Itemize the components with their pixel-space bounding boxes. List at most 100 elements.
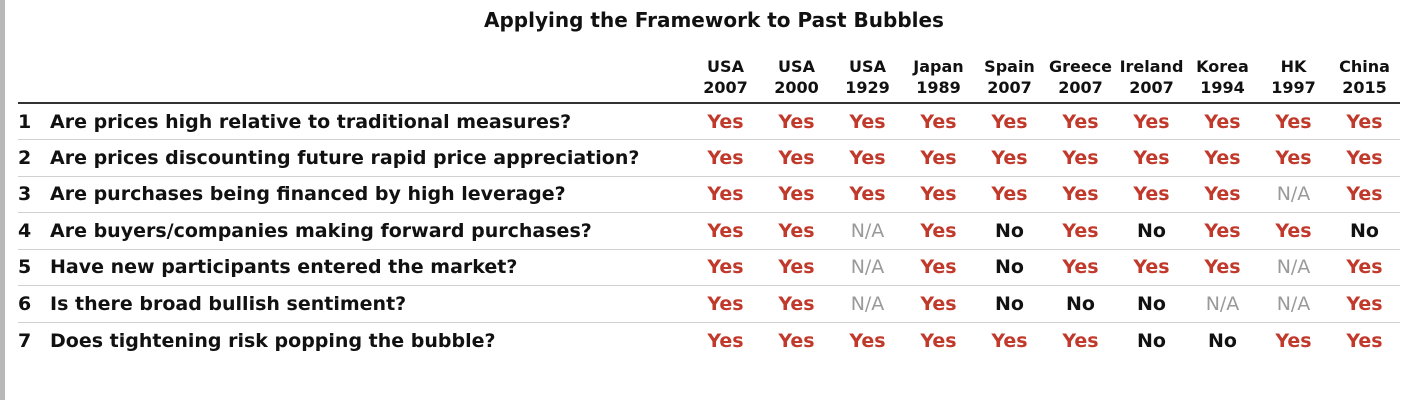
column-year: 1929 (845, 78, 890, 97)
answer-cell: Yes (991, 110, 1028, 133)
answer-cell: Yes (1062, 110, 1099, 133)
answer-cell: Yes (1062, 183, 1099, 206)
answer-cell: Yes (778, 110, 815, 133)
answer-cell: Yes (707, 219, 744, 242)
column-year: 2007 (987, 78, 1032, 97)
question-number: 6 (18, 292, 32, 315)
column-country: USA (707, 57, 744, 76)
question-text: Is there broad bullish sentiment? (50, 292, 407, 315)
column-year: 2007 (703, 78, 748, 97)
column-year: 2007 (1129, 78, 1174, 97)
column-country: Greece (1048, 57, 1113, 76)
question-text: Have new participants entered the market… (50, 256, 518, 279)
answer-cell: No (1137, 329, 1166, 352)
column-country: USA (849, 57, 886, 76)
answer-cell: Yes (1062, 329, 1099, 352)
column-year: 2007 (1058, 78, 1103, 97)
column-country: Japan (913, 57, 964, 76)
question-cell: 7 Does tightening risk popping the bubble… (18, 322, 690, 359)
answer-cell: Yes (920, 146, 957, 169)
question-number: 3 (18, 183, 32, 206)
table-row: 3 Are purchases being financed by high le… (18, 176, 1400, 213)
window-left-edge (0, 0, 5, 400)
question-cell: 6 Is there broad bullish sentiment? (18, 286, 690, 323)
answer-cell: Yes (991, 183, 1028, 206)
answer-cell: N/A (1276, 292, 1311, 315)
answer-cell: Yes (1062, 146, 1099, 169)
question-text: Does tightening risk popping the bubble? (50, 329, 496, 352)
column-header: HK 1997 (1258, 54, 1329, 103)
answer-cell: Yes (778, 292, 815, 315)
table-row: 5 Have new participants entered the marke… (18, 249, 1400, 286)
answer-cell: Yes (778, 329, 815, 352)
answer-cell: Yes (1346, 329, 1383, 352)
answer-cell: Yes (1346, 292, 1383, 315)
question-number: 7 (18, 329, 32, 352)
column-country: Korea (1196, 57, 1249, 76)
answer-cell: No (1066, 292, 1095, 315)
answer-cell: Yes (920, 256, 957, 279)
answer-cell: N/A (850, 256, 885, 279)
answer-cell: Yes (849, 146, 886, 169)
answer-cell: Yes (849, 183, 886, 206)
answer-cell: Yes (707, 329, 744, 352)
question-number: 2 (18, 146, 32, 169)
answer-cell: Yes (707, 183, 744, 206)
column-year: 2000 (774, 78, 819, 97)
answer-cell: Yes (1275, 146, 1312, 169)
column-header: Japan 1989 (903, 54, 974, 103)
answer-cell: No (995, 256, 1024, 279)
answer-cell: Yes (1204, 146, 1241, 169)
column-country: Ireland (1119, 57, 1184, 76)
page-title: Applying the Framework to Past Bubbles (484, 8, 944, 32)
column-header: Ireland 2007 (1116, 54, 1187, 103)
question-number: 4 (18, 219, 32, 242)
answer-cell: Yes (920, 329, 957, 352)
column-year: 1989 (916, 78, 961, 97)
table-row: 2 Are prices discounting future rapid pri… (18, 140, 1400, 176)
answer-cell: N/A (1205, 292, 1240, 315)
answer-cell: Yes (1133, 110, 1170, 133)
answer-cell: N/A (1276, 183, 1311, 206)
bubble-framework-table: USA 2007 USA 2000 USA 1929 Japan 1989 Spain 2007 G… (18, 54, 1400, 359)
answer-cell: Yes (1133, 183, 1170, 206)
question-text: Are purchases being financed by high lev… (50, 183, 566, 206)
answer-cell: Yes (778, 146, 815, 169)
column-header: Spain 2007 (974, 54, 1045, 103)
answer-cell: Yes (1133, 146, 1170, 169)
answer-cell: N/A (850, 219, 885, 242)
answer-cell: Yes (707, 256, 744, 279)
answer-cell: Yes (1204, 256, 1241, 279)
column-year: 1997 (1271, 78, 1316, 97)
question-text: Are prices high relative to traditional … (50, 110, 572, 133)
column-header: Korea 1994 (1187, 54, 1258, 103)
column-header: USA 1929 (832, 54, 903, 103)
answer-cell: Yes (707, 110, 744, 133)
answer-cell: Yes (920, 219, 957, 242)
answer-cell: No (1137, 292, 1166, 315)
column-header: USA 2007 (690, 54, 761, 103)
answer-cell: Yes (1275, 329, 1312, 352)
column-header: Greece 2007 (1045, 54, 1116, 103)
question-header (18, 54, 690, 103)
question-cell: 4 Are buyers/companies making forward pur… (18, 213, 690, 250)
column-header: China 2015 (1329, 54, 1400, 103)
table-header-row: USA 2007 USA 2000 USA 1929 Japan 1989 Spain 2007 G… (18, 54, 1400, 103)
answer-cell: Yes (1346, 183, 1383, 206)
answer-cell: No (1208, 329, 1237, 352)
answer-cell: Yes (707, 146, 744, 169)
answer-cell: Yes (707, 292, 744, 315)
answer-cell: Yes (1133, 256, 1170, 279)
answer-cell: Yes (1275, 110, 1312, 133)
column-year: 2015 (1342, 78, 1387, 97)
answer-cell: Yes (920, 110, 957, 133)
column-country: HK (1280, 57, 1307, 76)
answer-cell: Yes (1346, 256, 1383, 279)
answer-cell: Yes (991, 146, 1028, 169)
answer-cell: Yes (778, 183, 815, 206)
question-cell: 5 Have new participants entered the marke… (18, 249, 690, 286)
table-row: 6 Is there broad bullish sentiment? Yes Yes… (18, 286, 1400, 323)
answer-cell: Yes (1204, 219, 1241, 242)
column-country: China (1339, 57, 1390, 76)
question-cell: 3 Are purchases being financed by high le… (18, 176, 690, 213)
